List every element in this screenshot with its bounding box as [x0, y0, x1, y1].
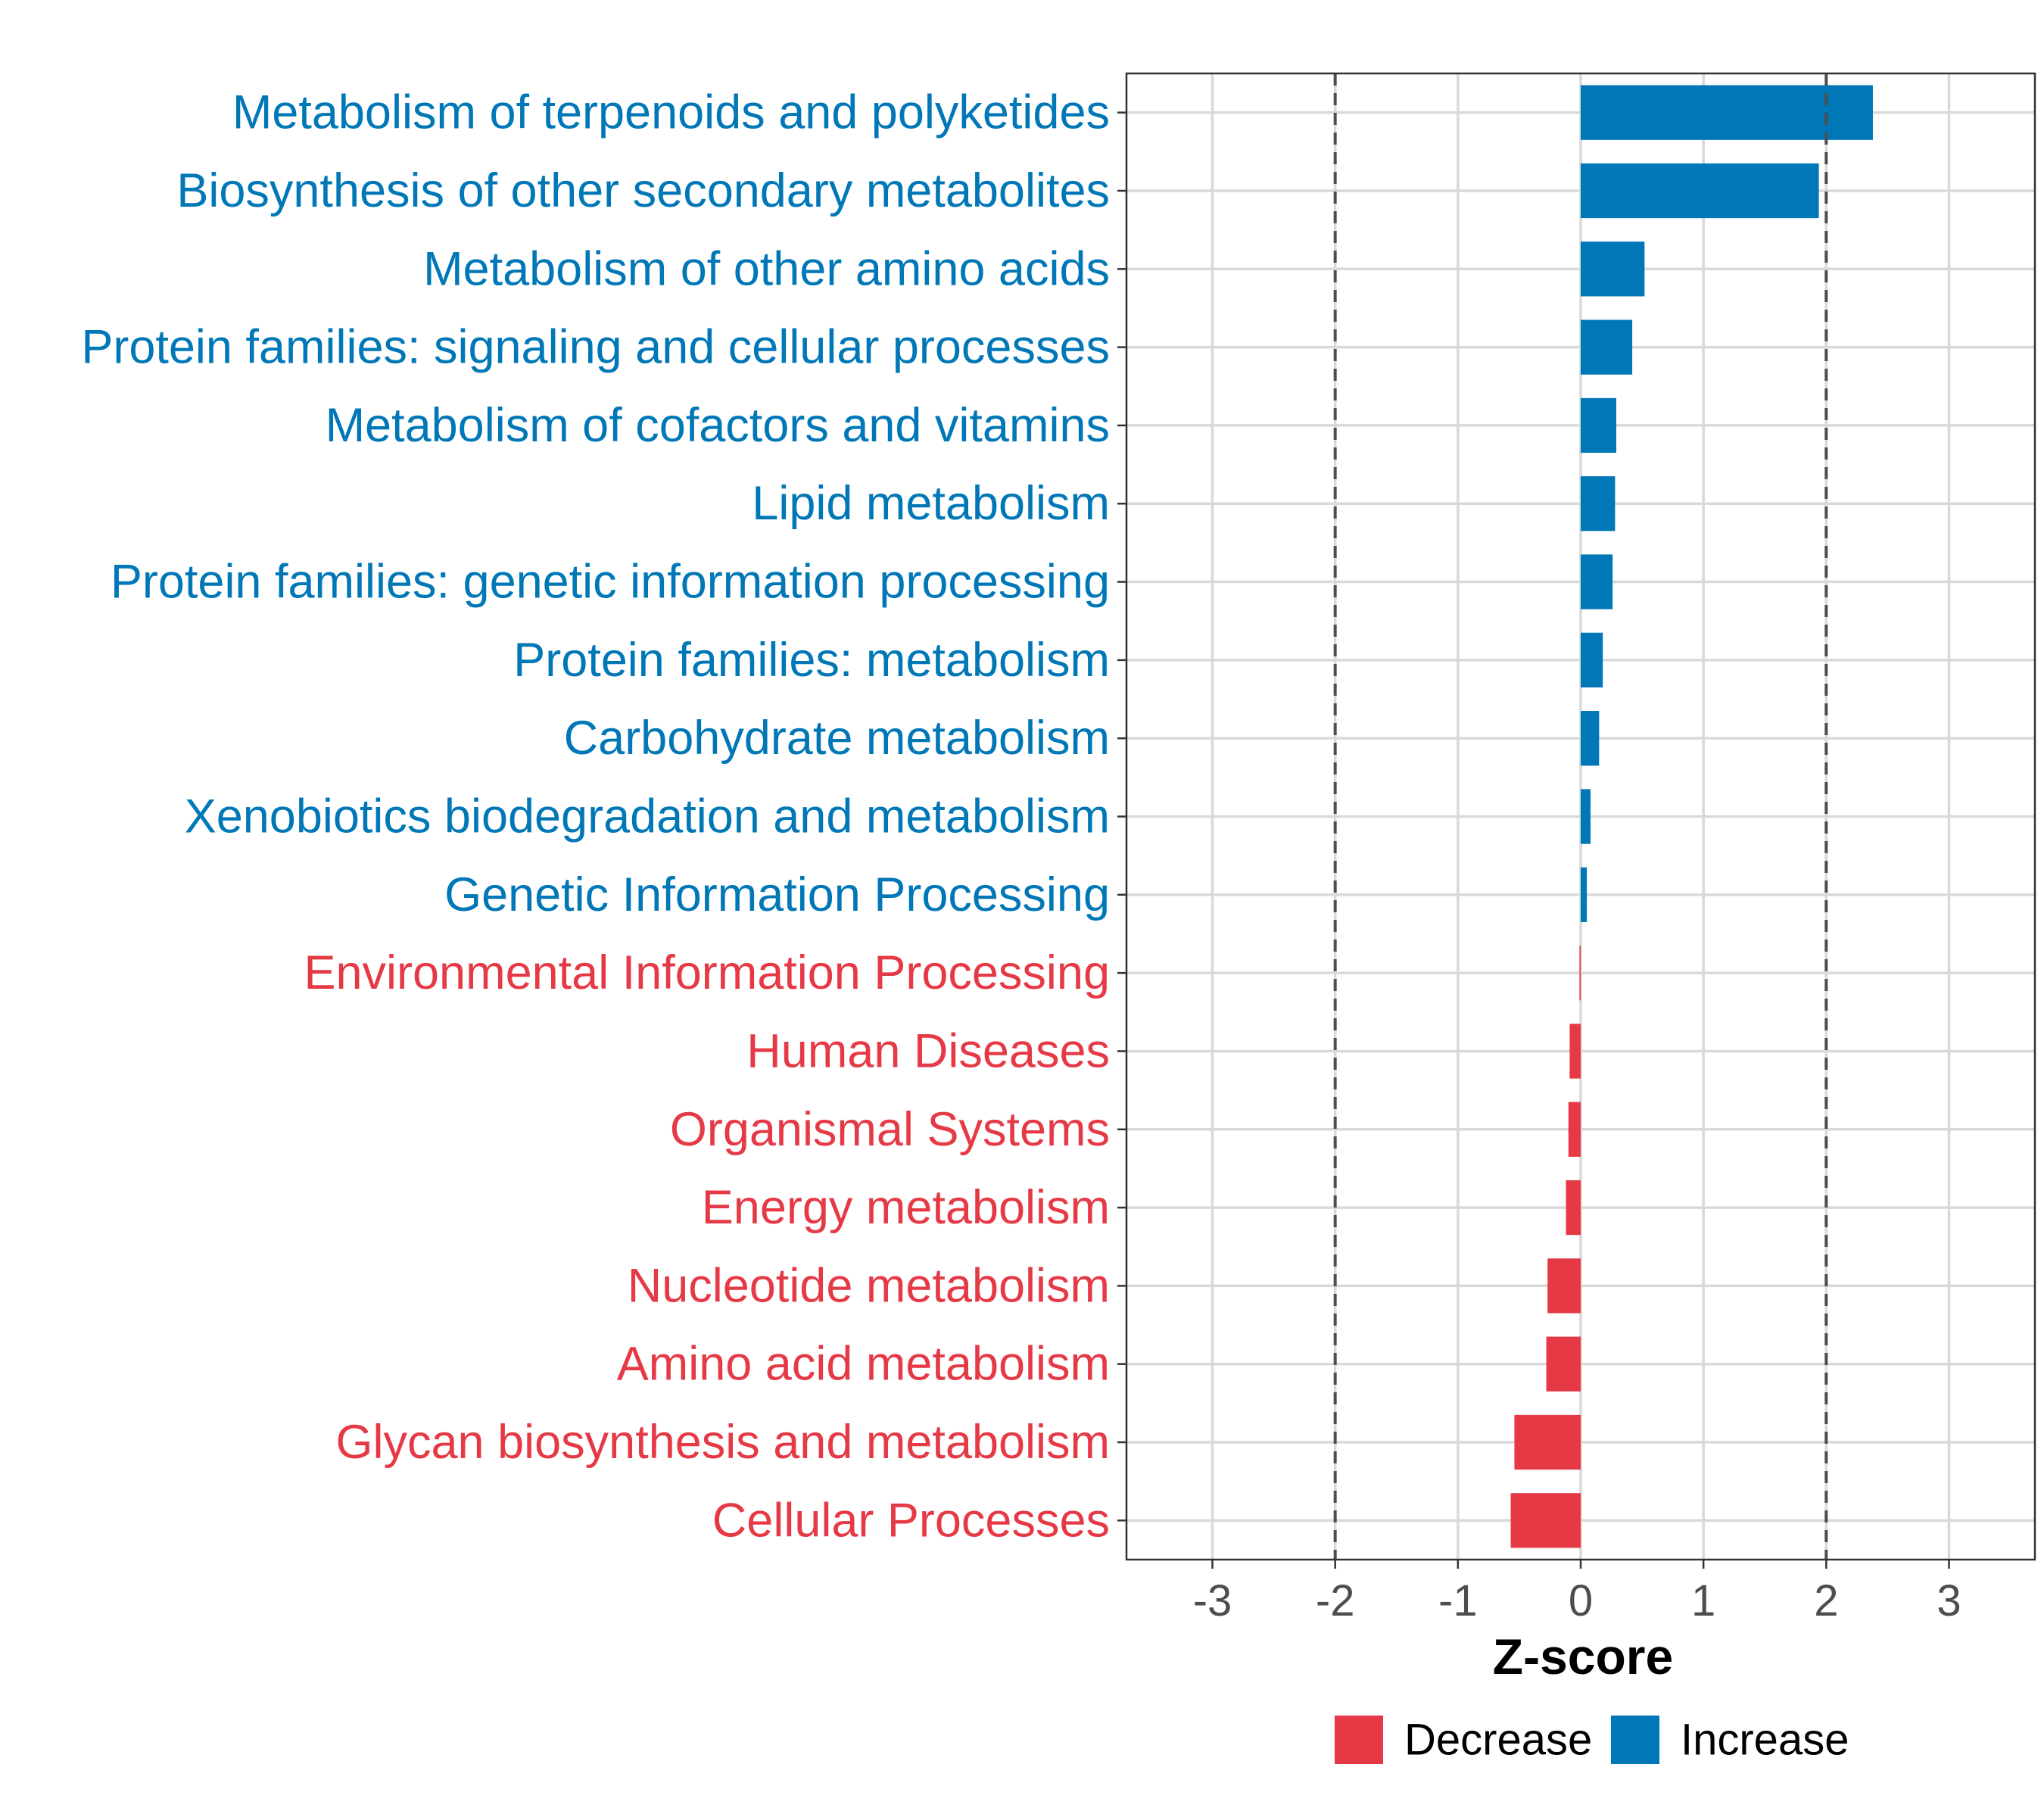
category-label: Genetic Information Processing [444, 868, 1110, 921]
bars [1510, 85, 1873, 1548]
category-label: Glycan biosynthesis and metabolism [336, 1416, 1111, 1469]
bar-decrease [1514, 1414, 1581, 1470]
bar-decrease [1547, 1258, 1581, 1314]
legend: Decrease Increase [1335, 1716, 1849, 1765]
x-tick-label: -2 [1316, 1576, 1355, 1625]
category-label: Xenobiotics biodegradation and metabolis… [185, 790, 1110, 843]
category-label: Energy metabolism [702, 1181, 1110, 1234]
x-tick-label: 0 [1569, 1576, 1593, 1625]
bar-decrease [1510, 1493, 1581, 1548]
x-tick-label: 3 [1937, 1576, 1961, 1625]
bar-decrease [1569, 1024, 1581, 1079]
category-label: Protein families: metabolism [513, 634, 1110, 687]
x-axis-ticks [1211, 1560, 1950, 1569]
reference-lines [1333, 73, 1828, 1560]
category-label: Environmental Information Processing [304, 946, 1110, 999]
category-label: Cellular Processes [712, 1494, 1110, 1547]
category-label: Lipid metabolism [752, 477, 1110, 530]
bar-increase [1581, 163, 1819, 219]
legend-swatch-decrease [1335, 1716, 1383, 1764]
bar-increase [1581, 242, 1645, 297]
category-label: Metabolism of terpenoids and polyketides [232, 86, 1110, 139]
x-tick-label: -3 [1193, 1576, 1232, 1625]
category-label: Human Diseases [746, 1024, 1110, 1077]
legend-label-increase: Increase [1681, 1716, 1849, 1765]
category-label: Metabolism of other amino acids [423, 242, 1110, 295]
bar-increase [1581, 554, 1613, 609]
bar-decrease [1579, 945, 1581, 1001]
category-label: Protein families: signaling and cellular… [81, 321, 1110, 374]
bar-increase [1581, 85, 1873, 140]
legend-label-decrease: Decrease [1404, 1716, 1592, 1765]
bar-increase [1581, 476, 1616, 531]
bar-decrease [1566, 1180, 1581, 1236]
category-label: Metabolism of cofactors and vitamins [326, 399, 1110, 452]
bar-increase [1581, 711, 1600, 766]
y-axis-ticks [1117, 111, 1126, 1522]
bar-increase [1581, 789, 1591, 844]
bar-decrease [1568, 1102, 1581, 1157]
category-label: Protein families: genetic information pr… [111, 556, 1110, 609]
x-axis-labels: -3 -2 -1 0 1 2 3 [1193, 1576, 1961, 1625]
y-axis-labels: Metabolism of terpenoids and polyketides… [81, 86, 1110, 1547]
bar-increase [1581, 319, 1633, 375]
category-label: Biosynthesis of other secondary metaboli… [176, 164, 1110, 217]
bar-decrease [1546, 1336, 1581, 1392]
x-tick-label: -1 [1438, 1576, 1478, 1625]
legend-swatch-increase [1611, 1716, 1659, 1764]
category-label: Carbohydrate metabolism [564, 712, 1110, 765]
bar-increase [1581, 397, 1617, 453]
category-label: Nucleotide metabolism [628, 1259, 1110, 1312]
bar-increase [1581, 632, 1603, 688]
x-tick-label: 1 [1691, 1576, 1715, 1625]
category-label: Amino acid metabolism [617, 1338, 1110, 1391]
x-axis-title: Z-score [1493, 1628, 1673, 1685]
x-tick-label: 2 [1814, 1576, 1838, 1625]
bar-increase [1581, 867, 1588, 922]
category-label: Organismal Systems [670, 1103, 1110, 1156]
